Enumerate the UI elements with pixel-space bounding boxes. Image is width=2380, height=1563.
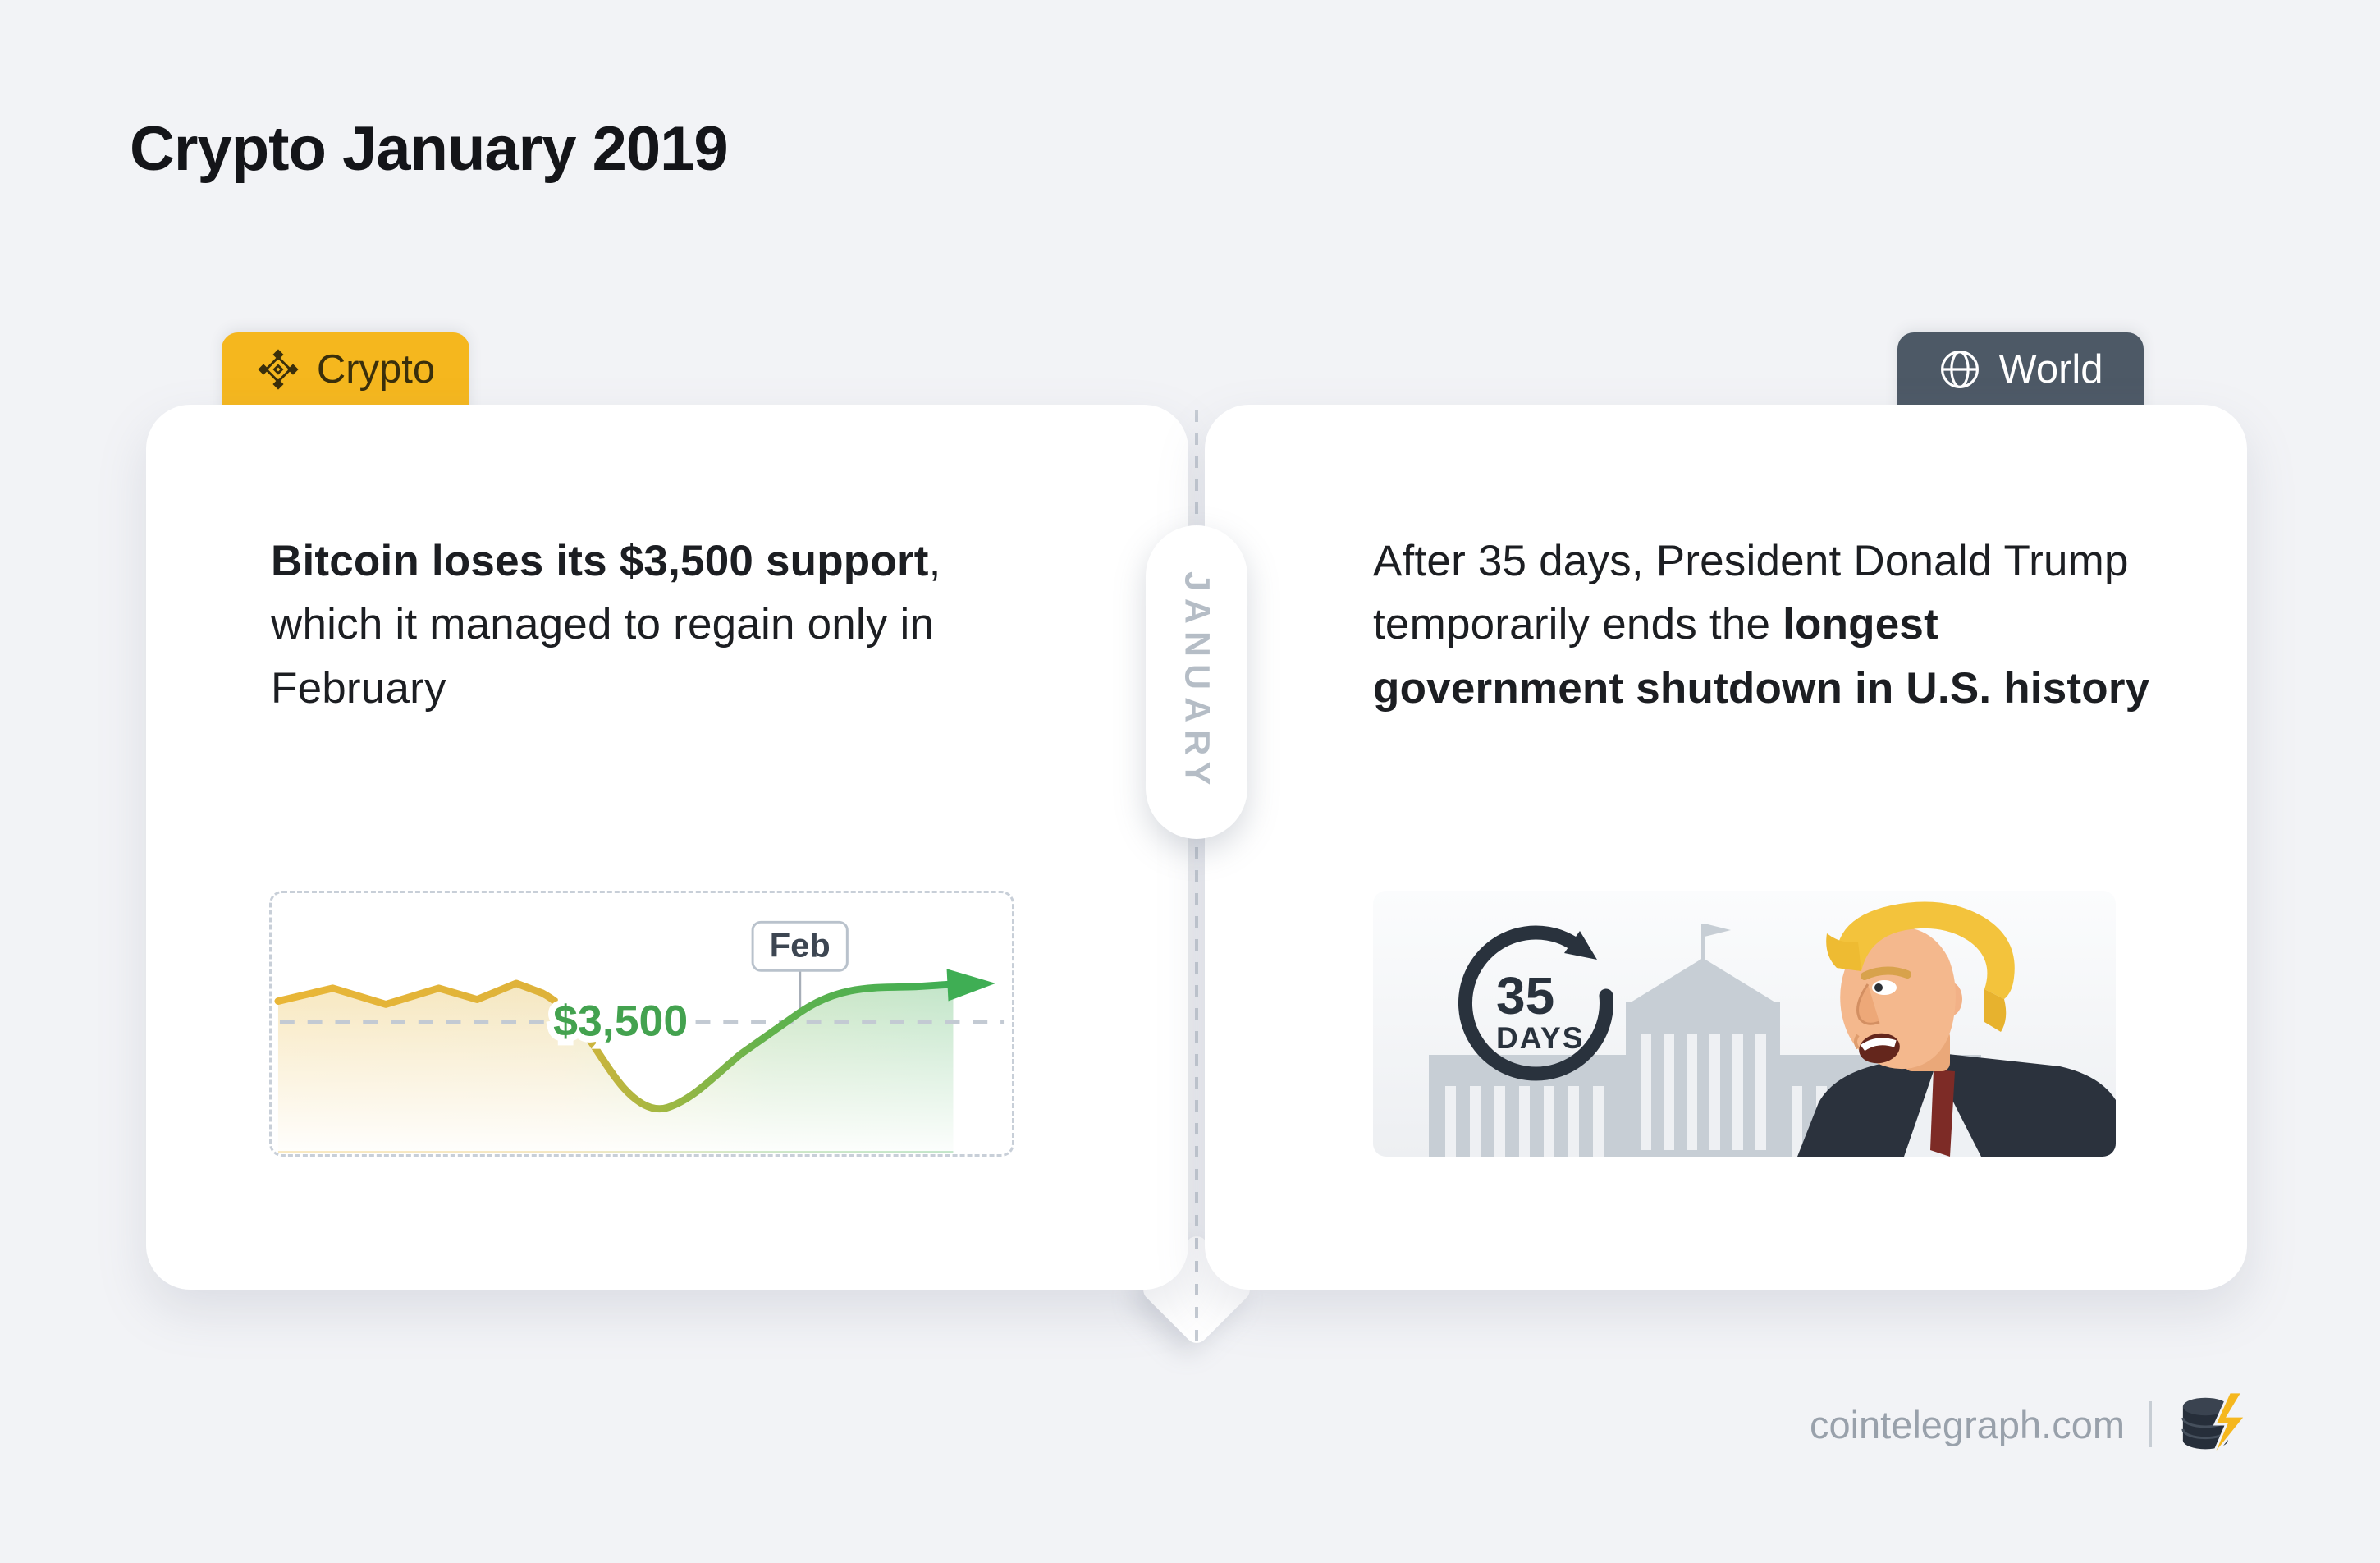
month-label: JANUARY xyxy=(1177,571,1217,793)
crypto-headline-bold: Bitcoin loses its $3,500 support xyxy=(271,537,929,585)
circular-arrow-icon xyxy=(1458,925,1613,1081)
footer: cointelegraph.com xyxy=(1810,1387,2254,1461)
blockchain-nodes-icon xyxy=(256,347,300,392)
tab-world-label: World xyxy=(1998,347,2103,392)
book-spine-line xyxy=(1195,410,1198,1346)
35-days-badge: 35 DAYS xyxy=(1458,925,1613,1081)
trend-arrow-icon xyxy=(946,969,996,1002)
trump-cartoon xyxy=(1797,901,2116,1157)
world-card: After 35 days, President Donald Trump te… xyxy=(1205,405,2247,1290)
shutdown-illustration: 35 DAYS xyxy=(1373,891,2116,1157)
area-fade xyxy=(274,981,1009,1152)
crypto-headline: Bitcoin loses its $3,500 support, which … xyxy=(271,529,1055,720)
globe-icon xyxy=(1938,347,1982,392)
support-price-label: $3,500 xyxy=(553,997,688,1046)
feb-flag-label: Feb xyxy=(770,926,831,965)
site-url: cointelegraph.com xyxy=(1809,1402,2125,1446)
month-pill: JANUARY xyxy=(1146,525,1247,839)
crypto-card: Bitcoin loses its $3,500 support, which … xyxy=(146,405,1188,1290)
days-count: 35 xyxy=(1496,966,1554,1025)
price-line xyxy=(274,979,957,1113)
feb-flag-box xyxy=(751,920,849,972)
footer-divider xyxy=(2149,1401,2152,1447)
world-headline-bold: longest government shutdown in U.S. hist… xyxy=(1373,600,2150,713)
page-title: Crypto January 2019 xyxy=(130,114,729,184)
days-unit: DAYS xyxy=(1496,1021,1584,1055)
crypto-headline-rest: , which it managed to regain only in Feb… xyxy=(271,537,941,713)
circular-arrow-head xyxy=(1564,931,1597,960)
world-headline: After 35 days, President Donald Trump te… xyxy=(1373,529,2181,720)
world-headline-pre: After 35 days, President Donald Trump te… xyxy=(1373,537,2129,649)
tab-crypto-label: Crypto xyxy=(316,347,436,392)
cointelegraph-logo xyxy=(2176,1387,2254,1461)
bitcoin-support-chart: $3,500 Feb xyxy=(269,891,1014,1157)
